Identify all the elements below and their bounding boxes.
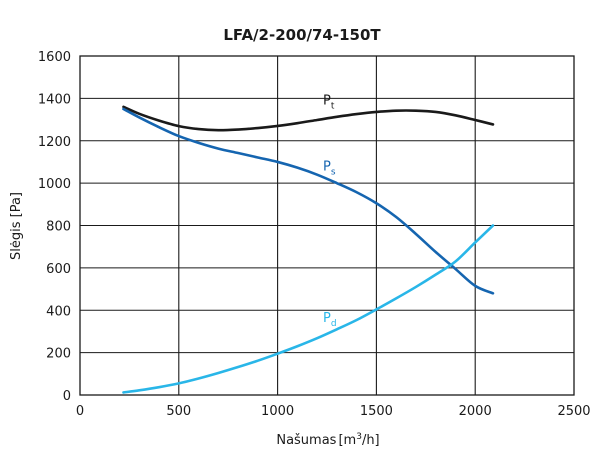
- x-axis-label-main: Našumas: [276, 433, 336, 448]
- chart-title: LFA/2-200/74-150T: [223, 26, 381, 44]
- x-axis-label: Našumas [m3/h]: [276, 432, 379, 448]
- series-lines: [122, 105, 495, 394]
- plot-area-frame: [79, 55, 575, 396]
- series-label-pd: Pd: [323, 311, 337, 329]
- series-labels: Pt Ps Pd: [323, 94, 337, 329]
- y-tick-label: 1000: [38, 177, 71, 192]
- series-line-ps: [122, 107, 495, 295]
- x-tick-label: 2500: [557, 404, 590, 419]
- y-tick-label: 1200: [38, 135, 71, 150]
- x-tick-label: 0: [76, 404, 84, 419]
- y-tick-label: 0: [63, 389, 71, 404]
- x-tick-label: 500: [166, 404, 191, 419]
- x-tick-label: 1000: [261, 404, 294, 419]
- y-tick-label: 200: [46, 347, 71, 362]
- x-tick-label: 1500: [360, 404, 393, 419]
- y-tick-label: 1400: [38, 92, 71, 107]
- axis-ticks: 0 500 1000 1500 2000 2500 0 200 400 600 800 1000 120…: [38, 50, 591, 419]
- y-tick-label: 600: [46, 262, 71, 277]
- x-axis-label-unit-close: /h]: [362, 433, 380, 448]
- series-line-pd: [122, 224, 495, 394]
- x-axis-label-unit-sup: 3: [356, 432, 362, 442]
- series-label-pt: Pt: [323, 94, 335, 112]
- series-label-ps: Ps: [323, 159, 336, 177]
- y-tick-label: 1600: [38, 50, 71, 65]
- y-tick-label: 400: [46, 304, 71, 319]
- y-axis-label: Slėgis [Pa]: [9, 192, 24, 260]
- y-tick-label: 800: [46, 220, 71, 235]
- series-line-pt: [122, 105, 495, 132]
- x-axis-label-unit-open: [m: [338, 433, 356, 448]
- x-tick-label: 2000: [459, 404, 492, 419]
